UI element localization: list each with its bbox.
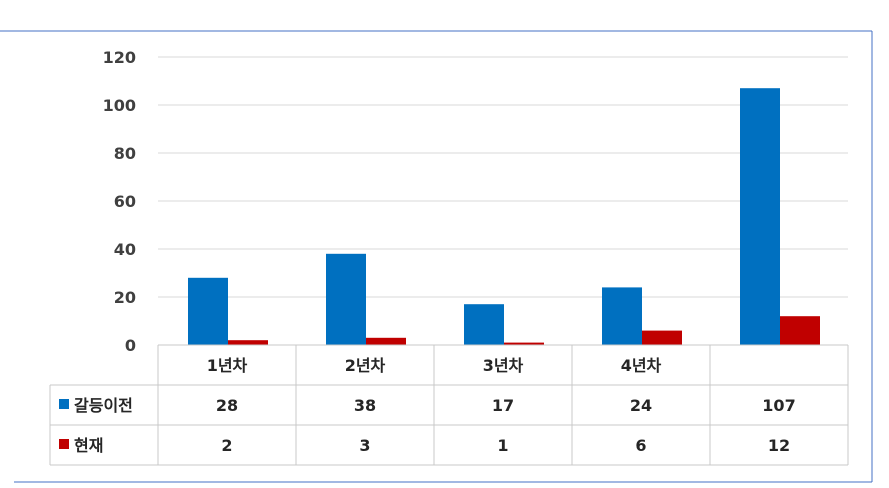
data-table-value: 17 (492, 396, 514, 415)
data-table-value: 6 (635, 436, 646, 455)
y-tick-label: 40 (114, 240, 136, 259)
bar-series2 (642, 330, 682, 345)
data-table-value: 12 (768, 436, 790, 455)
legend-key (59, 439, 69, 449)
data-table-value: 2 (221, 436, 232, 455)
legend-label: 현재 (74, 436, 103, 455)
category-label: 4년차 (621, 356, 662, 375)
bar-series1 (602, 287, 642, 345)
data-table-value: 24 (630, 396, 652, 415)
legend-key (59, 399, 69, 409)
y-tick-label: 80 (114, 144, 136, 163)
bar-series2 (366, 337, 406, 345)
bar-series1 (464, 304, 504, 345)
category-label: 2년차 (345, 356, 386, 375)
data-table-value: 3 (359, 436, 370, 455)
y-axis-tick-labels: 0 20 40 60 80 100 120 (103, 48, 136, 355)
legend-label: 갈등이전 (74, 396, 133, 415)
bar-series2 (228, 340, 268, 345)
y-tick-label: 100 (103, 96, 136, 115)
bar-series1 (740, 88, 780, 345)
bar-series2 (504, 342, 544, 345)
y-tick-label: 60 (114, 192, 136, 211)
data-table-value: 1 (497, 436, 508, 455)
bar-series1 (326, 253, 366, 345)
category-label: 3년차 (483, 356, 524, 375)
category-label: 1년차 (207, 356, 248, 375)
bars (188, 88, 820, 345)
bar-series2 (780, 316, 820, 345)
data-table-value: 107 (762, 396, 795, 415)
data-table-value: 28 (216, 396, 238, 415)
y-tick-label: 0 (125, 336, 136, 355)
y-tick-label: 120 (103, 48, 136, 67)
data-table-value: 38 (354, 396, 376, 415)
y-tick-label: 20 (114, 288, 136, 307)
bar-series1 (188, 277, 228, 345)
